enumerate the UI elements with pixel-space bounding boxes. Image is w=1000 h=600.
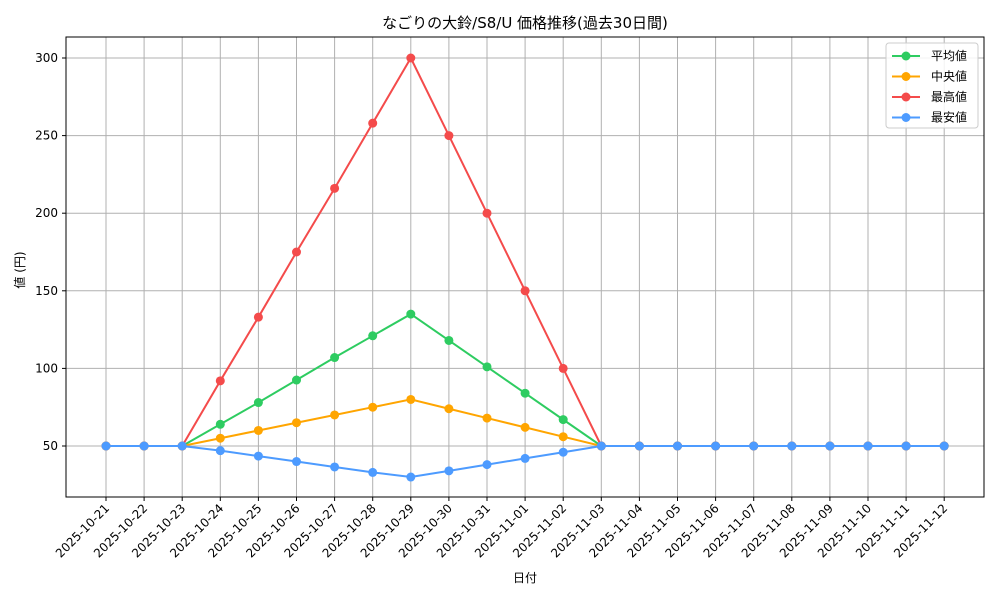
data-point [292, 375, 301, 385]
data-point [482, 460, 492, 470]
data-point [330, 353, 340, 363]
y-axis: 50 100 150 200 250 300 [35, 51, 66, 453]
y-tick-label: 150 [35, 284, 58, 298]
data-point [253, 425, 263, 435]
data-point [444, 335, 454, 345]
y-tick-label: 200 [35, 206, 58, 220]
legend-label: 中央値 [931, 69, 967, 84]
data-series [101, 53, 949, 482]
legend-item: 最高値 [892, 89, 967, 104]
data-point [368, 402, 378, 412]
y-tick-label: 50 [43, 439, 58, 453]
data-point [482, 362, 492, 372]
data-point [863, 441, 873, 451]
data-point [749, 441, 759, 451]
data-point [939, 441, 949, 451]
legend-label: 最安値 [931, 110, 967, 125]
data-point [215, 419, 225, 429]
legend-label: 最高値 [931, 89, 967, 104]
data-point [711, 441, 721, 451]
y-axis-label: 値 (円) [12, 251, 27, 288]
data-point [520, 388, 530, 398]
y-tick-label: 300 [35, 51, 58, 65]
data-point [368, 118, 378, 128]
data-point [520, 286, 530, 296]
data-point [482, 413, 492, 423]
data-point [787, 441, 797, 451]
data-point [406, 309, 416, 319]
data-point [558, 415, 568, 425]
y-tick-label: 100 [35, 361, 58, 375]
chart-title: なごりの大鈴/S8/U 価格推移(過去30日間) [382, 14, 668, 32]
legend-label: 平均値 [931, 48, 967, 63]
x-axis-label: 日付 [513, 571, 537, 585]
data-point [330, 410, 340, 420]
legend-marker-icon [901, 51, 911, 61]
data-point [292, 247, 301, 257]
legend-marker-icon [901, 113, 911, 122]
data-point [253, 398, 263, 408]
legend-marker-icon [901, 92, 911, 102]
data-point [444, 404, 454, 414]
data-point [101, 441, 111, 451]
data-point [482, 208, 492, 218]
legend-marker-icon [901, 72, 911, 81]
data-point [520, 422, 530, 432]
data-point [368, 467, 378, 477]
data-point [634, 441, 644, 451]
data-point [444, 466, 454, 476]
data-point [673, 441, 682, 451]
data-point [558, 432, 568, 442]
data-point [406, 394, 416, 404]
data-point [368, 331, 378, 341]
data-point [215, 376, 225, 386]
data-point [292, 418, 301, 428]
x-axis: 2025-10-212025-10-222025-10-232025-10-24… [53, 497, 950, 560]
data-point [292, 457, 301, 467]
legend-item: 中央値 [892, 69, 967, 84]
data-point [330, 462, 340, 472]
data-point [901, 441, 911, 451]
legend-box [885, 42, 979, 129]
y-tick-label: 250 [35, 129, 58, 143]
data-point [177, 441, 187, 451]
data-point [330, 183, 340, 193]
data-point [520, 453, 530, 463]
data-point [825, 441, 835, 451]
data-point [215, 446, 225, 456]
data-point [558, 447, 568, 457]
data-point [444, 131, 454, 141]
data-point [139, 441, 149, 451]
data-point [596, 441, 606, 451]
data-point [253, 451, 263, 461]
data-point [253, 312, 263, 322]
series-line [101, 441, 949, 482]
data-point [558, 363, 568, 373]
grid-lines [66, 37, 984, 497]
data-point [406, 53, 416, 63]
data-point [215, 433, 225, 443]
legend-item: 平均値 [892, 48, 967, 63]
legend-item: 最安値 [892, 110, 967, 125]
data-point [406, 472, 416, 482]
